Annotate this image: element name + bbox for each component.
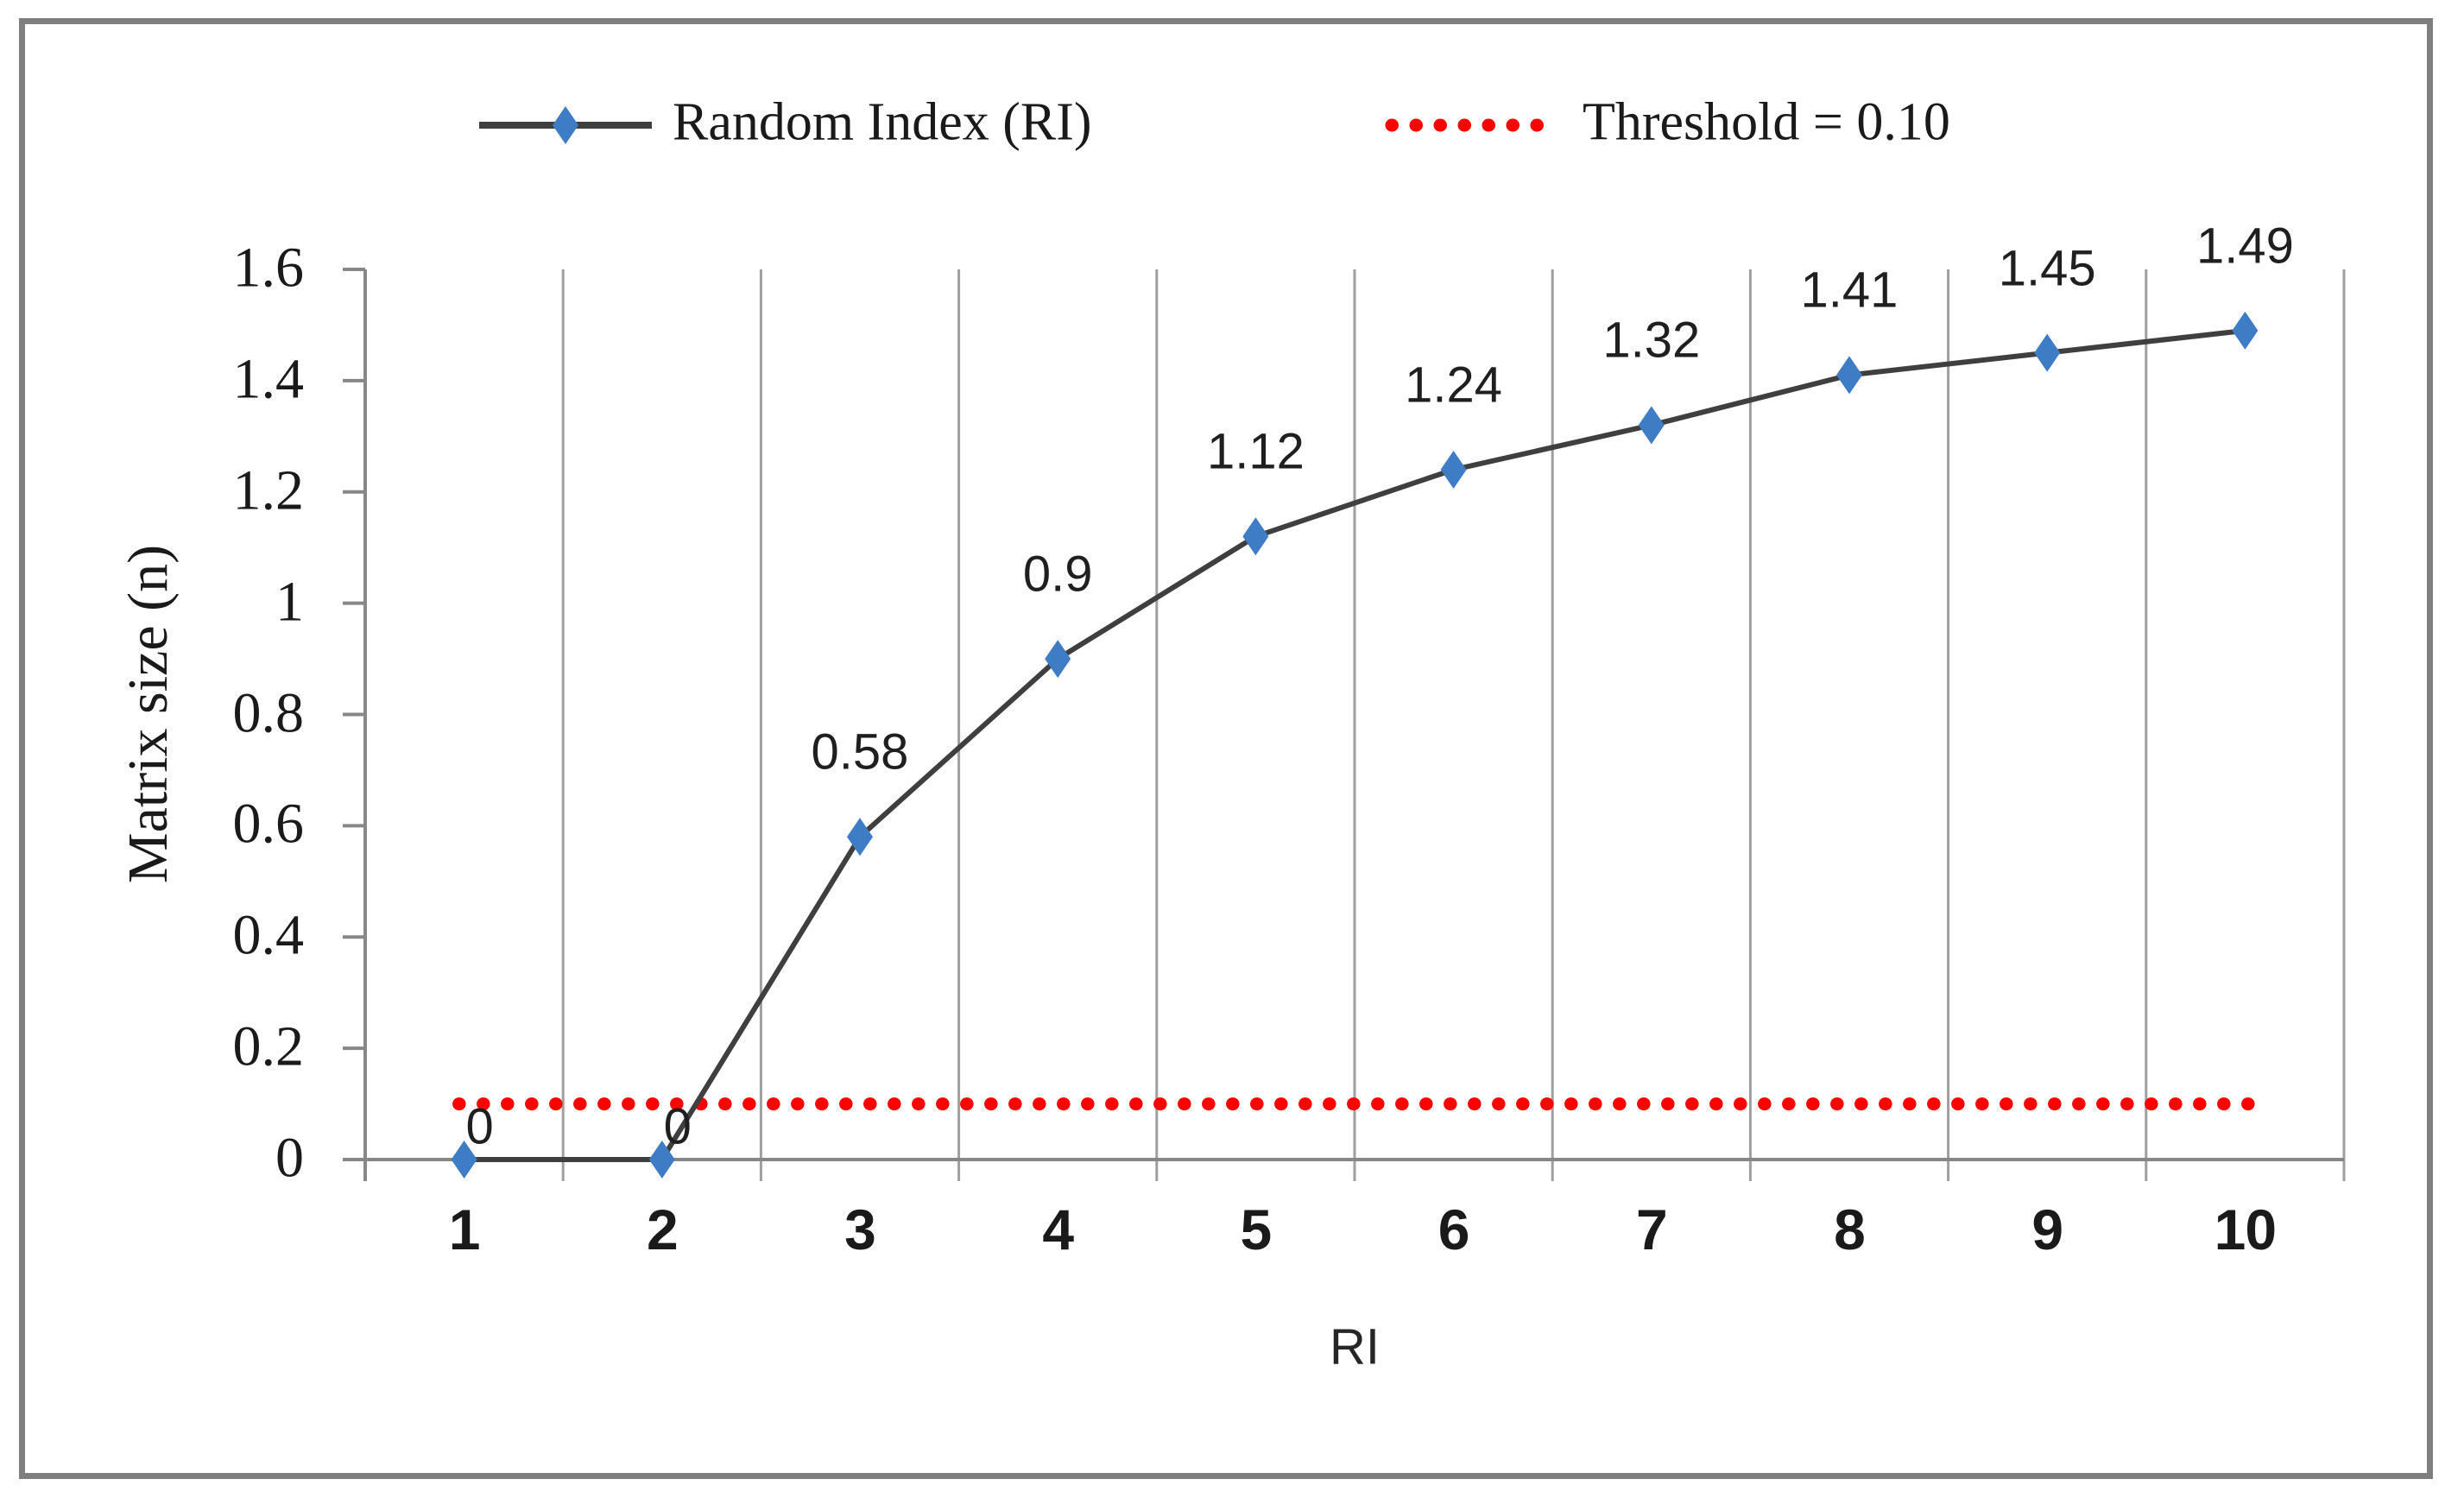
y-tick-label: 0.6 bbox=[232, 792, 305, 856]
y-tick-label: 1 bbox=[275, 570, 304, 634]
legend-label-random-index: Random Index (RI) bbox=[673, 92, 1092, 152]
legend-label-threshold: Threshold = 0.10 bbox=[1583, 92, 1950, 152]
data-point-marker bbox=[1242, 517, 1269, 556]
x-tick-label: 8 bbox=[1834, 1198, 1866, 1261]
diamond-marker-icon bbox=[553, 106, 578, 144]
x-tick-label: 9 bbox=[2031, 1198, 2063, 1261]
data-label: 1.41 bbox=[1800, 262, 1899, 319]
data-label: 0 bbox=[465, 1098, 494, 1155]
y-tick-label: 1.2 bbox=[232, 458, 305, 522]
y-tick-label: 0.2 bbox=[232, 1014, 305, 1078]
data-point-marker bbox=[847, 818, 873, 856]
x-tick-label: 3 bbox=[844, 1198, 876, 1261]
y-tick-label: 0.8 bbox=[232, 680, 305, 744]
data-label: 1.24 bbox=[1405, 357, 1503, 414]
data-label: 1.49 bbox=[2195, 218, 2294, 275]
x-tick-label: 6 bbox=[1437, 1198, 1470, 1261]
data-label: 0.9 bbox=[1022, 546, 1093, 603]
data-point-marker bbox=[2232, 311, 2259, 350]
data-label: 1.45 bbox=[1998, 240, 2096, 297]
data-label: 1.32 bbox=[1602, 312, 1701, 369]
x-tick-label: 5 bbox=[1240, 1198, 1273, 1261]
data-point-marker bbox=[1045, 640, 1071, 679]
data-point-marker bbox=[1638, 406, 1665, 445]
data-label: 1.12 bbox=[1206, 423, 1305, 480]
legend-dotted-sample bbox=[1385, 118, 1566, 132]
data-point-marker bbox=[1440, 450, 1467, 489]
series-line bbox=[464, 327, 2246, 1162]
y-tick-label: 0 bbox=[275, 1126, 304, 1190]
y-tick-label: 1.6 bbox=[232, 236, 305, 300]
data-point-marker bbox=[1836, 356, 1862, 395]
y-tick-label: 0.4 bbox=[232, 903, 305, 967]
figure-border bbox=[19, 18, 2433, 1479]
x-tick-label: 7 bbox=[1635, 1198, 1668, 1261]
data-label: 0 bbox=[663, 1098, 692, 1155]
x-tick-label: 1 bbox=[448, 1198, 481, 1261]
data-point-marker bbox=[648, 1141, 675, 1179]
data-point-marker bbox=[2034, 333, 2061, 372]
x-axis-title: RI bbox=[1330, 1318, 1380, 1375]
data-point-marker bbox=[451, 1141, 477, 1179]
x-tick-label: 2 bbox=[646, 1198, 679, 1261]
data-label: 0.58 bbox=[811, 724, 909, 781]
y-tick-label: 1.4 bbox=[232, 347, 305, 411]
x-tick-label: 10 bbox=[2214, 1198, 2277, 1261]
legend-line-diamond-sample bbox=[479, 106, 652, 144]
x-tick-label: 4 bbox=[1042, 1198, 1074, 1261]
